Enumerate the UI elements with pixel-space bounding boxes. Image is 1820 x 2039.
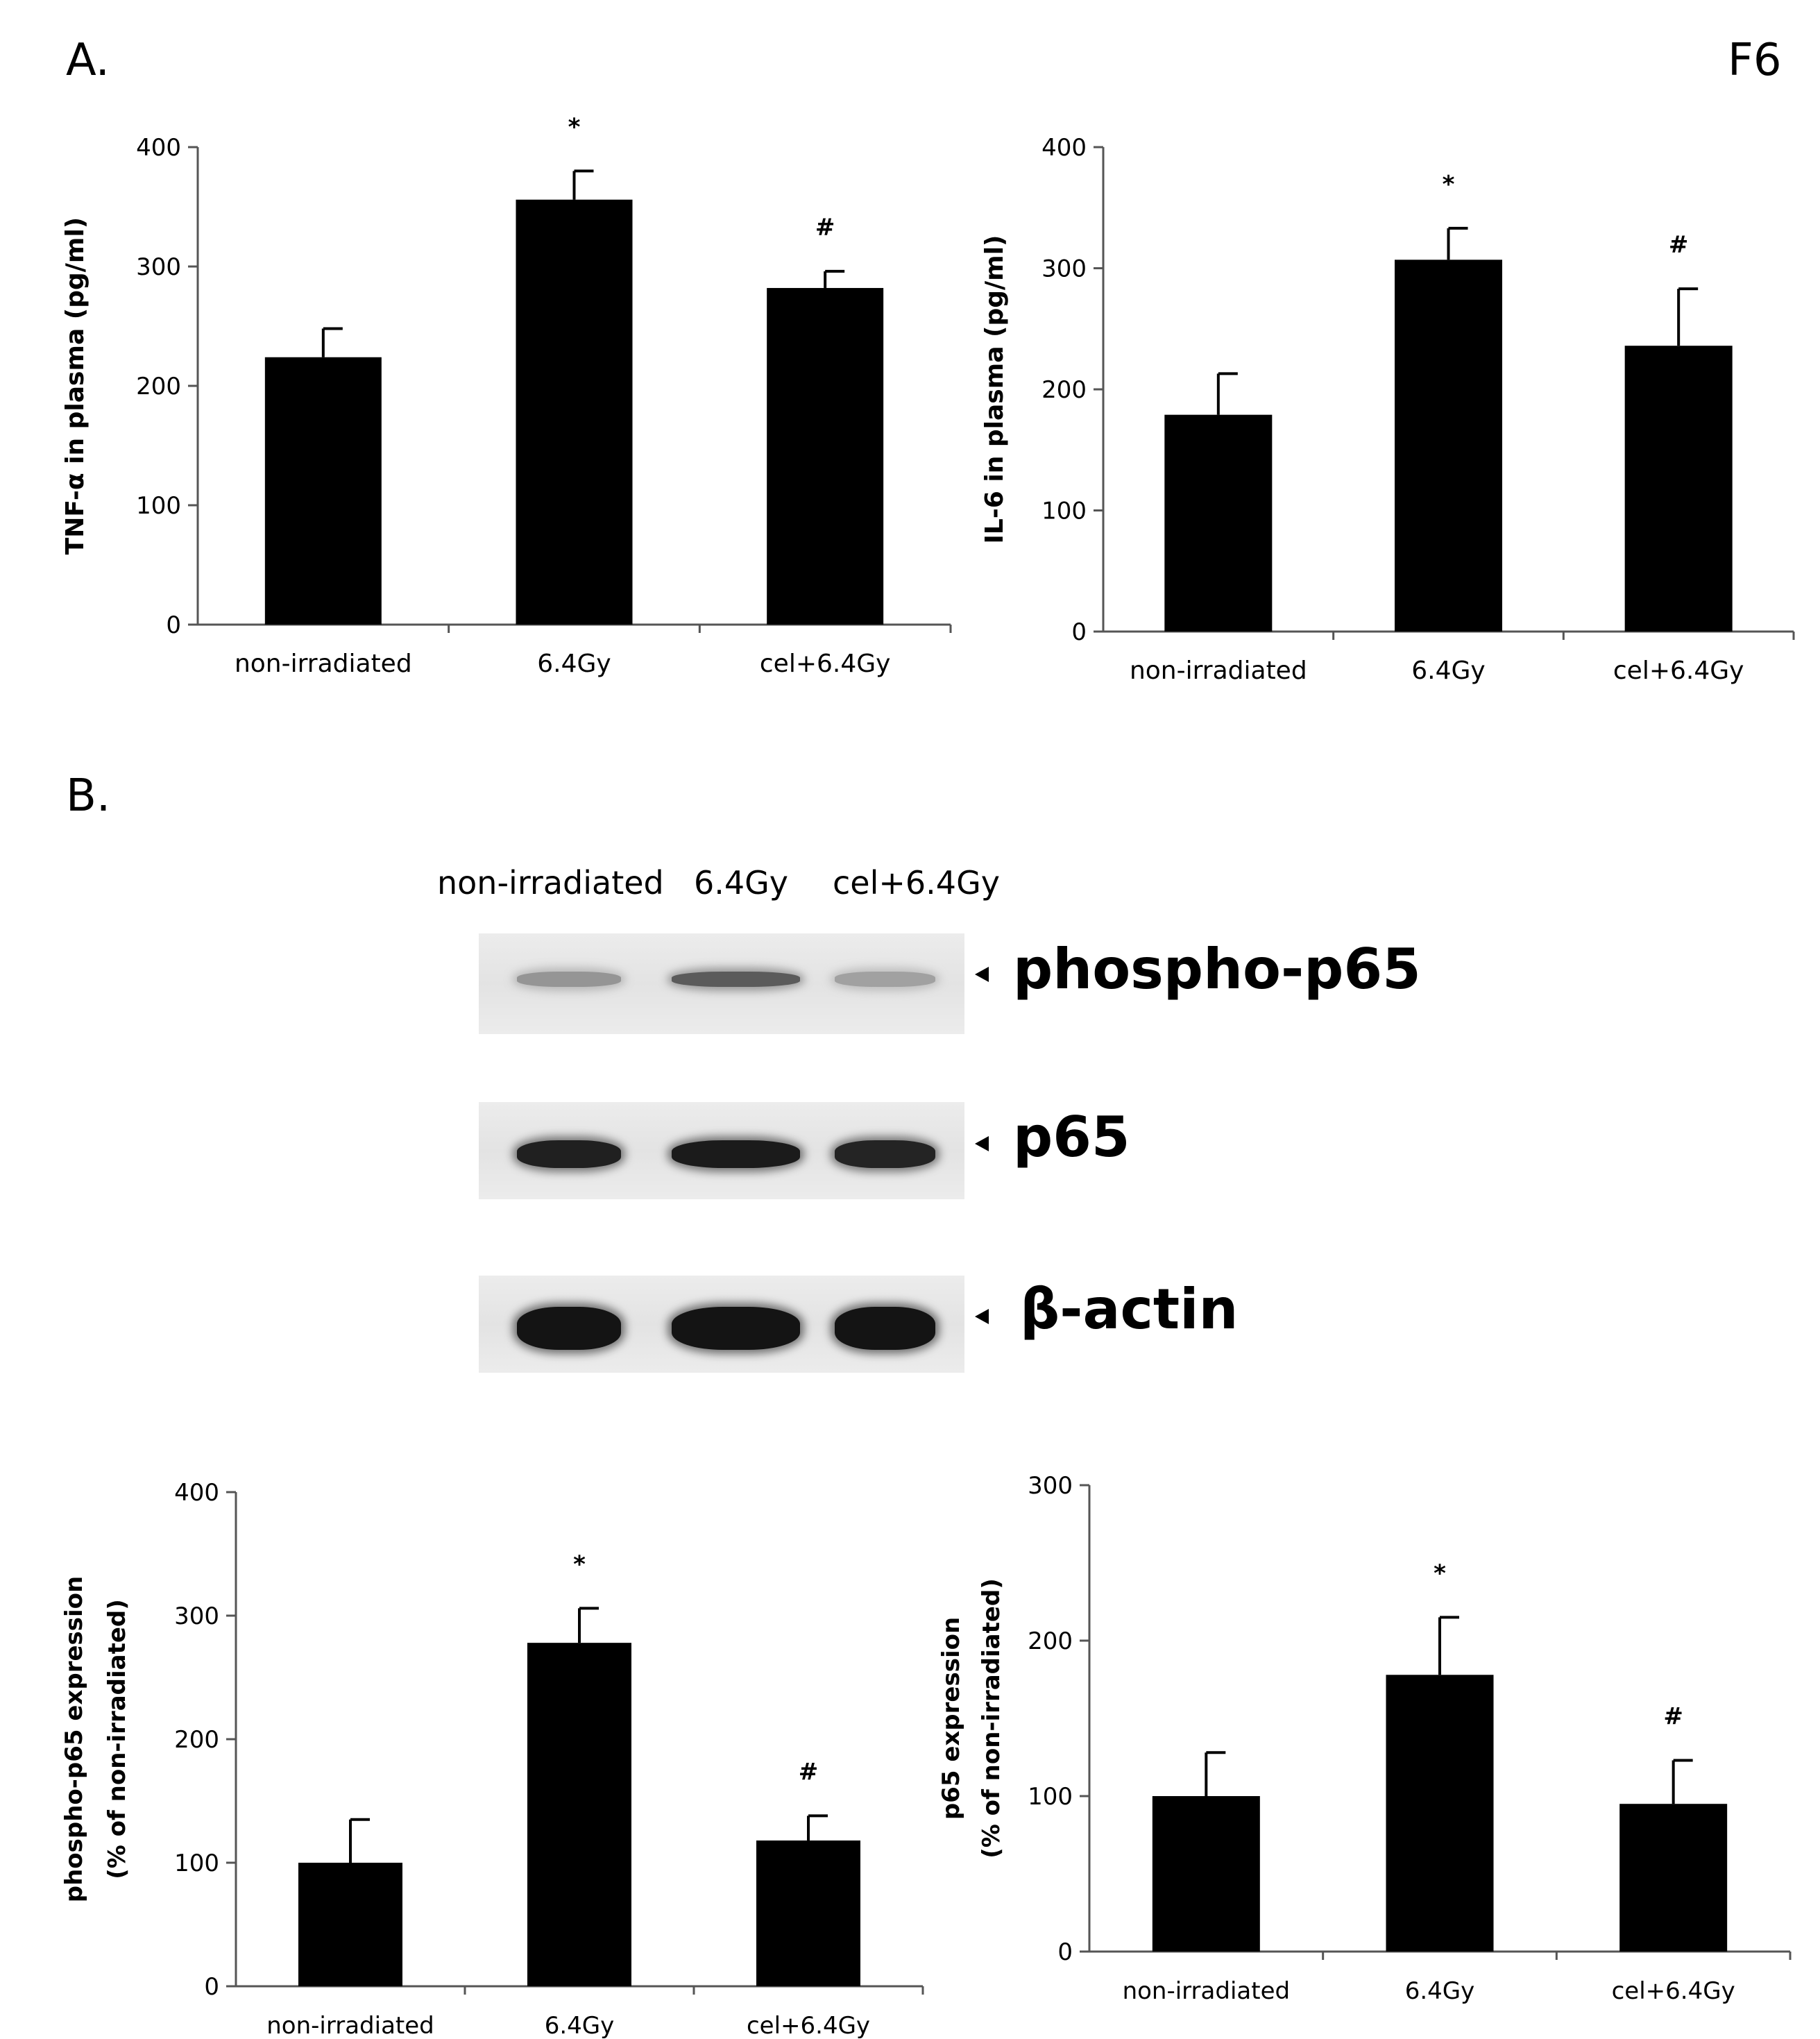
y-tick-label: 100 <box>136 492 181 520</box>
p65-bar-chart: 0 100 200 300 non-irradiated * 6.4Gy # cel+6.4Gy… <box>937 1472 1792 2005</box>
figure-id: F6 <box>1728 35 1782 86</box>
y-axis-label: (% of non-irradiated) <box>978 1578 1005 1859</box>
bar <box>1386 1675 1494 1952</box>
bar <box>767 287 884 625</box>
y-tick-label: 300 <box>1028 1472 1073 1500</box>
y-axis-label: (% of non-irradiated) <box>103 1599 131 1879</box>
y-tick-label: 400 <box>174 1479 219 1507</box>
blot-band <box>834 972 935 987</box>
bar <box>1619 1804 1728 1952</box>
bar <box>1624 346 1733 632</box>
y-tick-label: 300 <box>1041 255 1087 283</box>
blot-band <box>517 1307 621 1350</box>
blot-band-label: p65 <box>1013 1105 1130 1169</box>
significance-marker: * <box>573 1550 586 1578</box>
blot-band <box>517 972 621 987</box>
x-category-label: 6.4Gy <box>1405 1977 1475 2005</box>
x-category-label: non-irradiated <box>1130 657 1307 685</box>
bar <box>1164 414 1273 632</box>
blot-strip-phospho-p65 <box>479 933 964 1034</box>
bar <box>1152 1796 1260 1952</box>
x-category-label: non-irradiated <box>235 650 412 678</box>
x-category-label: cel+6.4Gy <box>1613 657 1744 685</box>
y-tick-label: 200 <box>1041 376 1087 404</box>
y-tick-label: 100 <box>1028 1783 1073 1811</box>
y-tick-label: 300 <box>136 253 181 281</box>
bar <box>756 1840 860 1986</box>
blot-band <box>671 1307 800 1350</box>
blot-lane-label: cel+6.4Gy <box>833 864 1000 902</box>
blot-band <box>671 1140 800 1168</box>
y-tick-label: 200 <box>1028 1627 1073 1655</box>
y-axis-label: phospho-p65 expression <box>60 1576 88 1903</box>
panel-label-b: B. <box>66 770 111 822</box>
x-category-label: cel+6.4Gy <box>760 650 891 678</box>
arrowhead-icon <box>975 1309 989 1324</box>
bar <box>264 357 382 625</box>
y-tick-label: 0 <box>1071 618 1087 646</box>
y-tick-label: 200 <box>174 1726 219 1754</box>
y-axis-label: TNF-α in plasma (pg/ml) <box>61 217 90 555</box>
il6-bar-chart: 0 100 200 300 400 non-irradiated * 6.4Gy # cel+6.… <box>980 134 1795 685</box>
significance-marker: # <box>1663 1702 1683 1730</box>
significance-marker: # <box>815 214 835 242</box>
x-category-label: 6.4Gy <box>545 2012 615 2039</box>
y-tick-label: 100 <box>174 1850 219 1877</box>
x-category-label: 6.4Gy <box>1411 657 1485 685</box>
blot-band-label: β-actin <box>1020 1277 1239 1342</box>
blot-lane-label: non-irradiated <box>437 864 664 902</box>
bar <box>1395 260 1502 632</box>
arrowhead-icon <box>975 1136 989 1151</box>
significance-marker: * <box>1434 1559 1446 1587</box>
blot-band-label: phospho-p65 <box>1013 937 1421 1001</box>
blot-strip-beta-actin <box>479 1276 964 1373</box>
y-tick-label: 0 <box>204 1973 219 2001</box>
y-tick-label: 400 <box>1041 134 1087 162</box>
arrowhead-icon <box>975 967 989 982</box>
blot-band <box>834 1307 935 1350</box>
significance-marker: * <box>1443 171 1455 198</box>
y-tick-label: 100 <box>1041 498 1087 525</box>
y-axis-label: p65 expression <box>937 1617 965 1820</box>
bar <box>527 1643 631 1986</box>
blot-band <box>671 972 800 987</box>
significance-marker: * <box>568 113 581 141</box>
panel-label-a: A. <box>66 35 110 86</box>
y-tick-label: 300 <box>174 1602 219 1630</box>
phospho-p65-bar-chart: 0 100 200 300 400 non-irradiated * 6.4Gy # cel+6.… <box>60 1479 924 2039</box>
y-tick-label: 200 <box>136 373 181 400</box>
x-category-label: cel+6.4Gy <box>1612 1977 1735 2005</box>
bar <box>516 199 633 625</box>
x-category-label: cel+6.4Gy <box>747 2012 870 2039</box>
significance-marker: # <box>799 1758 819 1786</box>
y-axis-label: IL-6 in plasma (pg/ml) <box>980 235 1009 544</box>
blot-band <box>517 1140 621 1168</box>
x-category-label: non-irradiated <box>1123 1977 1291 2005</box>
significance-marker: # <box>1669 231 1689 259</box>
x-category-label: 6.4Gy <box>537 650 611 678</box>
blot-band <box>834 1140 935 1168</box>
tnf-alpha-bar-chart: 0 100 200 300 400 non-irradiated * 6.4Gy # cel+6.… <box>61 113 952 678</box>
blot-lane-label: 6.4Gy <box>694 864 789 902</box>
y-tick-label: 0 <box>1057 1938 1073 1966</box>
y-tick-label: 0 <box>166 611 181 639</box>
x-category-label: non-irradiated <box>266 2012 434 2039</box>
blot-strip-p65 <box>479 1102 964 1199</box>
y-tick-label: 400 <box>136 134 181 162</box>
bar <box>298 1863 402 1986</box>
